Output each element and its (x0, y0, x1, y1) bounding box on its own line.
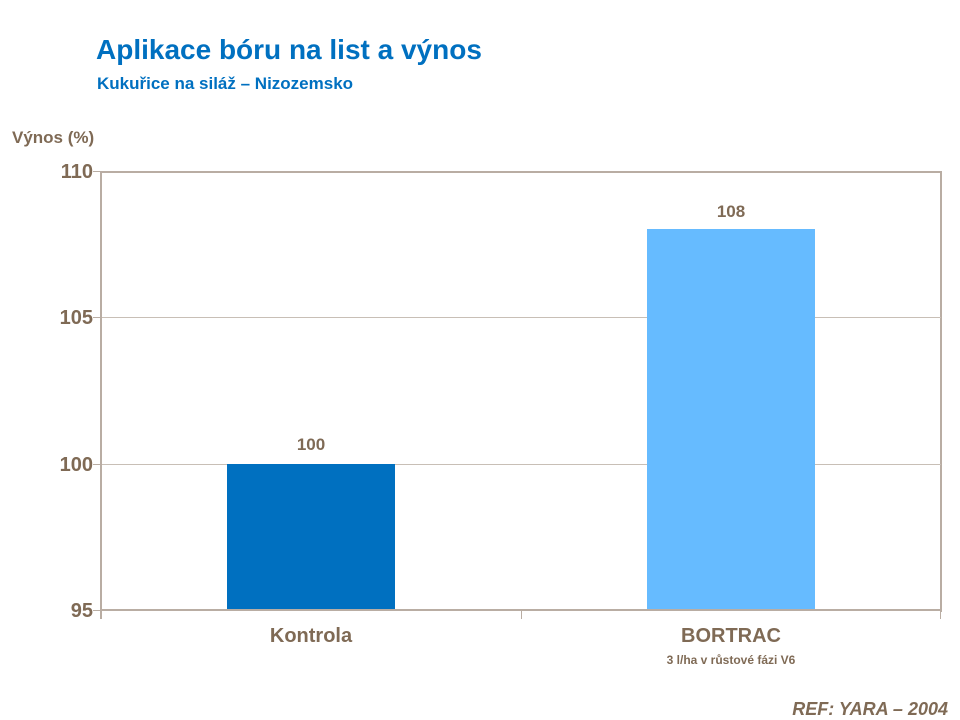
plot-frame-right (940, 171, 942, 612)
y-tick-95 (93, 610, 101, 611)
bar-value-kontrola: 100 (296, 435, 326, 454)
gridline-105 (101, 317, 941, 318)
bar-kontrola (227, 464, 395, 610)
chart-title: Aplikace bóru na list a výnos (96, 34, 482, 65)
chart-subtitle: Kukuřice na siláž – Nizozemsko (97, 74, 354, 93)
x-tick-end (940, 609, 941, 619)
plot-area: 110 105 100 95 100 108 (60, 162, 942, 621)
y-axis-label: Výnos (%) (12, 128, 95, 147)
bar-bortrac (647, 229, 815, 610)
y-tick-100 (93, 464, 101, 465)
y-tick-label-105: 105 (59, 307, 93, 329)
y-tick-110 (93, 171, 101, 172)
x-tick-divider (521, 609, 522, 619)
x-category-bortrac-sublabel: 3 l/ha v růstové fázi V6 (666, 653, 796, 667)
x-category-bortrac: BORTRAC (681, 625, 781, 647)
y-tick-label-100: 100 (59, 454, 93, 476)
y-tick-105 (93, 317, 101, 318)
y-tick-label-95: 95 (70, 600, 93, 622)
y-axis-line (100, 171, 102, 619)
gridline-100 (101, 464, 941, 465)
y-tick-label-110: 110 (60, 161, 93, 183)
plot-frame-top (101, 171, 941, 173)
bar-value-bortrac: 108 (716, 202, 746, 221)
reference-note: REF: YARA – 2004 (792, 699, 948, 719)
x-category-kontrola: Kontrola (269, 625, 353, 647)
